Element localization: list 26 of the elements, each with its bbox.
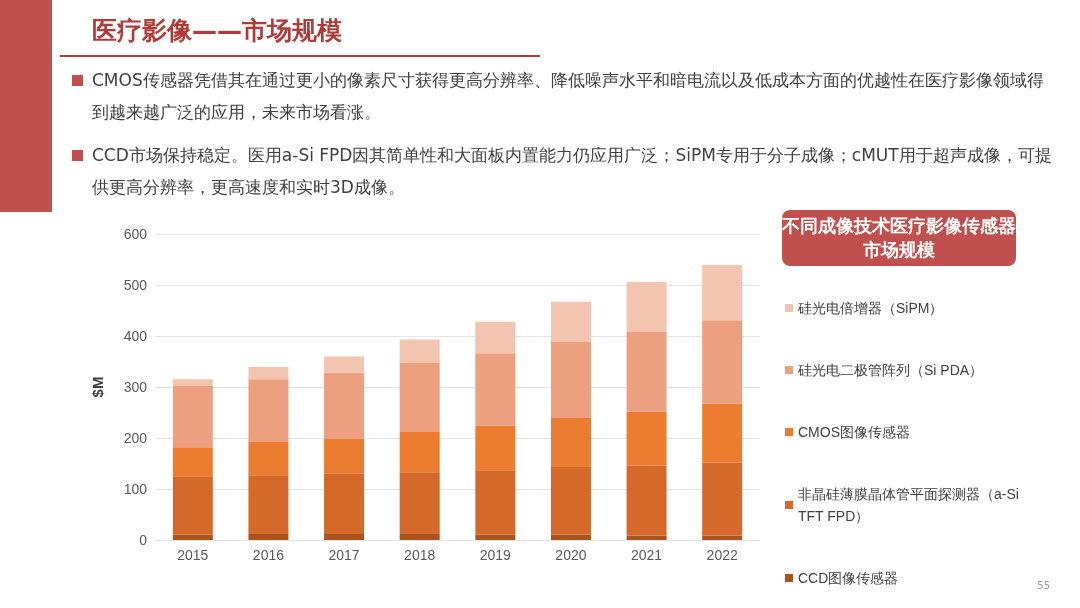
x-tick-label: 2020	[555, 547, 587, 563]
x-tick-label: 2015	[177, 547, 209, 563]
legend-label: 硅光电二极管阵列（Si PDA）	[797, 362, 984, 378]
x-tick-label: 2018	[404, 547, 436, 563]
y-tick-label: 0	[139, 532, 148, 548]
legend-label: 非晶硅薄膜晶体管平面探测器（a-Si TFT FPD）	[798, 486, 1023, 524]
legend-label: 硅光电倍增器（SiPM）	[797, 300, 944, 316]
x-tick-label: 2017	[328, 547, 360, 563]
x-tick-label: 2021	[630, 547, 663, 563]
y-tick-label: 300	[123, 379, 148, 395]
y-tick-label: 400	[123, 328, 148, 344]
y-tick-label: 200	[123, 430, 148, 446]
x-tick-label: 2016	[252, 547, 285, 563]
text: CCD市场保持稳定。医用a-Si FPD因其简单性和大面板内置能力仍应用广泛；SiPM专用于分子成像；cMUT用于超声成像，可提供更高分辨率，更高速度和实时3D成像。	[92, 139, 1052, 203]
y-tick-label: 100	[123, 481, 148, 497]
legend-label: CMOS图像传感器	[798, 424, 910, 440]
text: 55	[1037, 580, 1050, 591]
x-tick-label: 2022	[706, 547, 738, 563]
x-tick-label: 2019	[479, 547, 512, 563]
y-axis-title: $M	[89, 376, 106, 398]
y-tick-label: 600	[123, 226, 148, 242]
y-tick-label: 500	[123, 277, 148, 293]
chart-title: 医疗影像——市场规模	[92, 15, 342, 47]
text: CMOS传感器凭借其在通过更小的像素尺寸获得更高分辨率、降低噪声水平和暗电流以及低成本方面的优越性在医疗影像领域得到越来越广泛的应用，未来市场看涨。	[92, 64, 1052, 128]
legend-label: CCD图像传感器	[798, 570, 899, 586]
text: 不同成像技术医疗影像传感器市场规模	[782, 210, 1016, 266]
